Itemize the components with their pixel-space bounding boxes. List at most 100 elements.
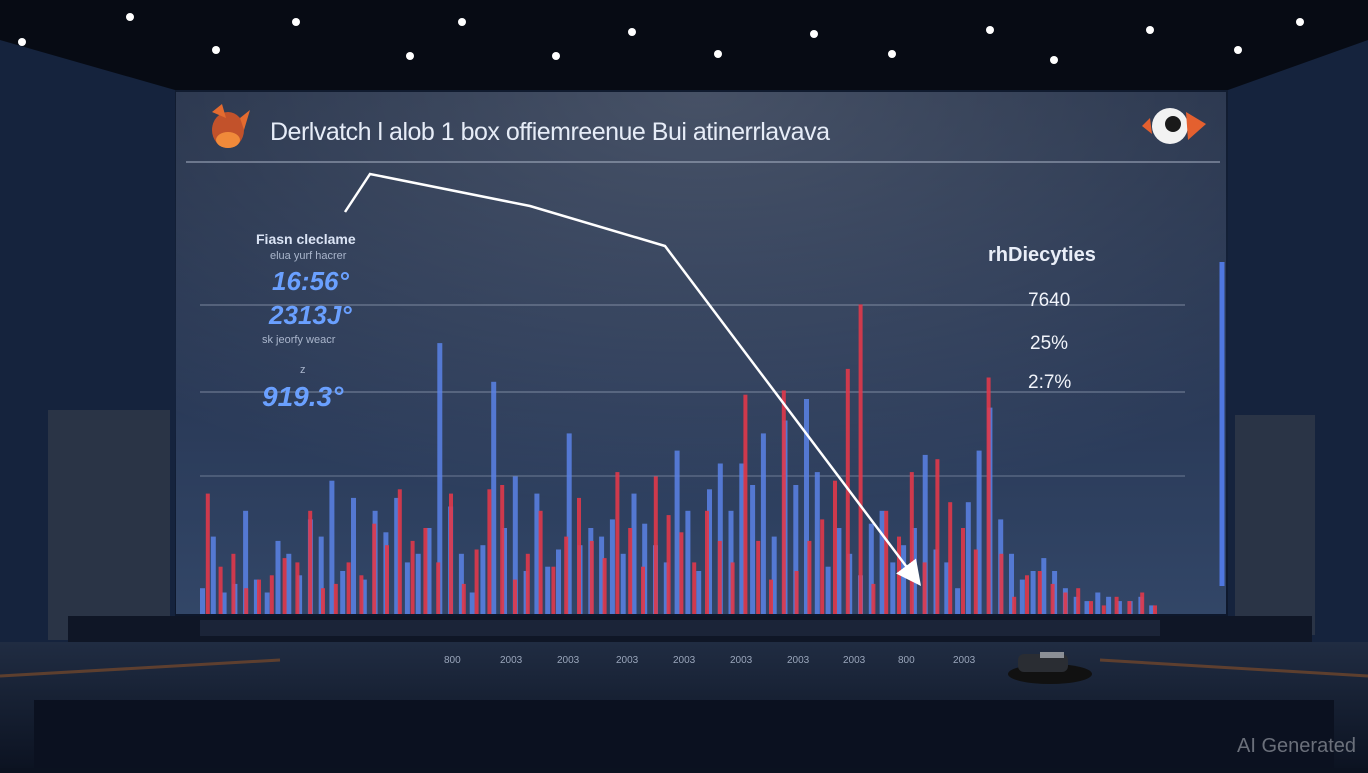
- bar-red: [346, 562, 351, 614]
- bar-red: [295, 562, 300, 614]
- bar-red: [218, 566, 223, 614]
- bar-red: [564, 536, 569, 614]
- bar-blue: [955, 588, 961, 614]
- bar-red: [513, 579, 517, 614]
- ceiling-light: [810, 30, 818, 38]
- bar-red: [474, 549, 479, 614]
- bar-blue: [1095, 592, 1101, 614]
- bar-red: [730, 562, 735, 614]
- bar-blue: [771, 536, 777, 614]
- bar-blue: [1041, 558, 1047, 614]
- bar-blue: [480, 545, 486, 614]
- logo-left: [212, 104, 250, 148]
- bar-blue: [437, 343, 443, 614]
- bar-red: [1127, 601, 1132, 614]
- bar-red: [257, 579, 261, 614]
- bar-red: [205, 493, 210, 614]
- bar-blue: [599, 536, 605, 614]
- axis-tick-label: 2003: [673, 655, 696, 666]
- bar-red: [615, 472, 620, 614]
- bar-red: [909, 472, 914, 614]
- bar-red: [525, 553, 530, 614]
- bar-red: [461, 583, 466, 614]
- bar-red: [1076, 588, 1081, 614]
- bar-red: [231, 553, 236, 614]
- bar-blue: [502, 528, 507, 614]
- stage-front: [34, 700, 1334, 768]
- bar-blue: [404, 562, 410, 614]
- bar-red: [1012, 596, 1017, 614]
- left-panel-subheading: elua yurf hacrer: [270, 250, 347, 262]
- axis-tick-label: 2003: [500, 655, 523, 666]
- bar-blue: [512, 476, 518, 614]
- bar-blue: [426, 528, 432, 614]
- bar-red: [653, 476, 658, 614]
- bar-blue: [394, 497, 400, 614]
- bar-red: [705, 510, 709, 614]
- bar-blue: [890, 562, 896, 614]
- bar-blue: [243, 510, 249, 614]
- bar-red: [845, 368, 850, 614]
- bar-blue: [760, 433, 766, 614]
- ceiling-light: [1050, 56, 1058, 64]
- bar-red: [449, 493, 453, 614]
- bar-red: [410, 540, 415, 614]
- bar-blue: [868, 523, 874, 614]
- bar-red: [743, 394, 748, 614]
- bar-red: [385, 545, 389, 614]
- bar-red: [589, 540, 594, 614]
- bar-red: [999, 553, 1004, 614]
- bar-red: [679, 532, 684, 614]
- ceiling-light: [628, 28, 636, 36]
- bar-red: [359, 575, 364, 614]
- bar-red: [871, 583, 876, 614]
- bar-blue: [297, 575, 303, 614]
- bar-red: [577, 497, 581, 614]
- axis-tick-label: 2003: [843, 655, 866, 666]
- bar-blue: [566, 433, 572, 614]
- bar-red: [717, 540, 722, 614]
- left-panel-caption: sk jeorfy weacr: [262, 334, 336, 346]
- bar-blue: [545, 566, 551, 614]
- ceiling-light: [406, 52, 414, 60]
- bar-blue: [1009, 553, 1014, 614]
- bar-red: [282, 558, 287, 614]
- bar-blue: [361, 579, 367, 614]
- bar-red: [1050, 583, 1055, 614]
- floor-edge-right: [1099, 658, 1368, 678]
- bar-blue: [469, 592, 475, 614]
- bar-blue: [965, 502, 971, 614]
- bar-red: [858, 304, 863, 614]
- bar-blue: [750, 485, 756, 614]
- bar-blue: [221, 592, 227, 614]
- ceiling-light: [212, 46, 220, 54]
- stage-device: [1008, 652, 1092, 684]
- bar-red: [602, 558, 607, 614]
- bar-blue: [329, 480, 335, 614]
- bar-blue: [1084, 601, 1090, 614]
- left-panel-value-3: 919.3°: [262, 381, 344, 412]
- ceiling-light: [552, 52, 560, 60]
- bar-blue: [210, 536, 216, 614]
- bar-red: [781, 390, 786, 614]
- axis-tick-label: 2003: [787, 655, 810, 666]
- bar-blue: [620, 553, 626, 614]
- right-panel-value-3: 2:7%: [1028, 372, 1072, 393]
- bar-blue: [351, 497, 356, 614]
- bar-blue: [318, 536, 324, 614]
- bar-red: [244, 588, 249, 614]
- bar-red: [1114, 596, 1119, 614]
- bar-blue: [1106, 596, 1112, 614]
- bar-blue: [264, 592, 270, 614]
- bar-blue: [804, 399, 809, 614]
- ceiling-light: [888, 50, 896, 58]
- ceiling-light: [126, 13, 134, 21]
- ceiling-light: [292, 18, 300, 26]
- bar-red: [922, 562, 927, 614]
- bar-red: [961, 528, 965, 614]
- bar-blue: [707, 489, 712, 614]
- bar-blue: [976, 450, 982, 614]
- bar-red: [807, 540, 812, 614]
- bar-red: [1063, 592, 1068, 614]
- left-panel-value-1: 16:56°: [272, 266, 349, 296]
